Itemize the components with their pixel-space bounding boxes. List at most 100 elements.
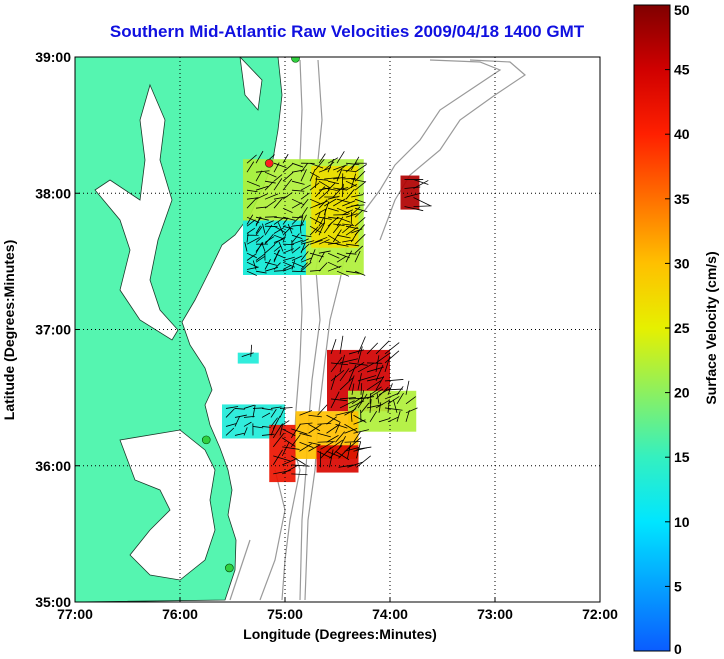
velocity-arrow — [309, 252, 324, 258]
velocity-arrow — [291, 202, 302, 209]
velocity-arrow — [324, 177, 340, 180]
velocity-arrow — [378, 387, 392, 396]
velocity-arrow — [272, 449, 283, 466]
velocity-arrow — [384, 392, 400, 400]
velocity-arrow — [309, 168, 316, 182]
velocity-arrow — [287, 223, 293, 234]
velocity-arrow — [318, 153, 326, 164]
velocity-arrow — [327, 207, 339, 212]
velocity-arrow — [323, 222, 333, 234]
velocity-arrow — [264, 220, 274, 225]
velocity-arrow — [291, 464, 310, 467]
velocity-arrow — [300, 184, 311, 191]
x-tick-label: 73:00 — [477, 606, 513, 622]
velocity-arrow — [351, 401, 361, 414]
velocity-arrow — [273, 252, 286, 259]
radar-station-marker — [291, 57, 300, 63]
velocity-arrow — [282, 217, 289, 225]
x-tick-label: 74:00 — [372, 606, 408, 622]
velocity-arrow — [336, 252, 350, 259]
velocity-arrow — [282, 192, 293, 200]
velocity-arrow — [326, 416, 337, 425]
velocity-arrow — [315, 208, 327, 216]
velocity-arrow — [300, 261, 312, 272]
velocity-arrow — [345, 162, 360, 166]
velocity-arrow — [326, 424, 340, 434]
velocity-arrow — [413, 180, 429, 189]
velocity-arrow — [345, 188, 355, 200]
velocity-arrow — [342, 177, 356, 180]
velocity-arrow — [299, 422, 313, 425]
velocity-arrow — [413, 197, 431, 207]
velocity-arrow — [255, 193, 268, 200]
velocity-arrow — [300, 243, 306, 254]
velocity-arrow — [314, 222, 325, 234]
velocity-arrow — [246, 197, 259, 200]
velocity-arrow — [291, 239, 304, 245]
velocity-arrow — [396, 392, 404, 405]
velocity-arrow — [350, 411, 353, 422]
colorbar-tick-label: 10 — [674, 514, 690, 530]
velocity-arrow — [300, 169, 307, 182]
velocity-arrow — [261, 408, 273, 411]
velocity-arrow — [342, 200, 356, 207]
velocity-arrow — [261, 426, 271, 428]
velocity-arrow — [255, 150, 264, 164]
velocity-arrow — [300, 251, 309, 261]
velocity-arrow — [354, 233, 366, 245]
y-axis-label: Latitude (Degrees:Minutes) — [1, 240, 17, 420]
velocity-arrow — [261, 242, 266, 252]
velocity-arrow — [317, 422, 332, 425]
y-tick-label: 37:00 — [35, 322, 71, 338]
velocity-arrow — [330, 370, 345, 382]
velocity-arrow — [357, 373, 362, 391]
velocity-arrow — [243, 421, 252, 427]
velocity-arrow — [317, 441, 334, 443]
colorbar-tick-label: 5 — [674, 578, 682, 594]
y-tick-label: 35:00 — [35, 594, 71, 610]
velocity-arrow — [264, 224, 273, 236]
velocity-arrow — [345, 243, 360, 247]
velocity-arrow — [405, 396, 416, 405]
velocity-arrow — [357, 346, 363, 364]
velocity-arrow — [246, 266, 259, 270]
velocity-arrow — [336, 169, 343, 182]
velocity-arrow — [291, 215, 301, 225]
velocity-arrow — [246, 180, 261, 187]
x-tick-label: 77:00 — [57, 606, 93, 622]
velocity-arrow — [309, 182, 320, 191]
velocity-arrow — [261, 412, 271, 418]
velocity-arrow — [264, 261, 278, 266]
velocity-arrow — [255, 225, 261, 234]
velocity-arrow — [246, 197, 257, 209]
velocity-arrow — [273, 162, 287, 168]
velocity-arrow — [354, 270, 366, 276]
velocity-arrow — [246, 253, 257, 261]
velocity-arrow — [308, 441, 321, 446]
velocity-arrow — [320, 440, 335, 450]
velocity-arrow — [318, 262, 328, 272]
velocity-arrow — [329, 449, 334, 468]
colorbar-tick-label: 20 — [674, 385, 690, 401]
velocity-arrow — [279, 407, 293, 409]
velocity-arrow — [405, 407, 418, 414]
velocity-arrow — [314, 186, 326, 198]
velocity-arrow — [354, 216, 366, 227]
velocity-arrow — [405, 380, 410, 395]
velocity-arrow — [264, 233, 274, 245]
velocity-arrow — [273, 216, 288, 220]
velocity-arrow — [273, 217, 284, 225]
velocity-arrow — [277, 222, 284, 234]
velocity-arrow — [272, 423, 283, 439]
velocity-arrow — [341, 223, 354, 234]
velocity-arrow — [264, 244, 276, 254]
velocity-arrow — [255, 270, 267, 274]
velocity-arrow — [308, 424, 322, 434]
velocity-arrow — [378, 417, 391, 423]
velocity-arrow — [252, 260, 257, 270]
velocity-arrow — [318, 216, 332, 220]
velocity-patch — [237, 352, 259, 364]
velocity-arrow — [335, 450, 350, 461]
velocity-patch — [348, 390, 417, 432]
velocity-arrow — [255, 206, 268, 209]
